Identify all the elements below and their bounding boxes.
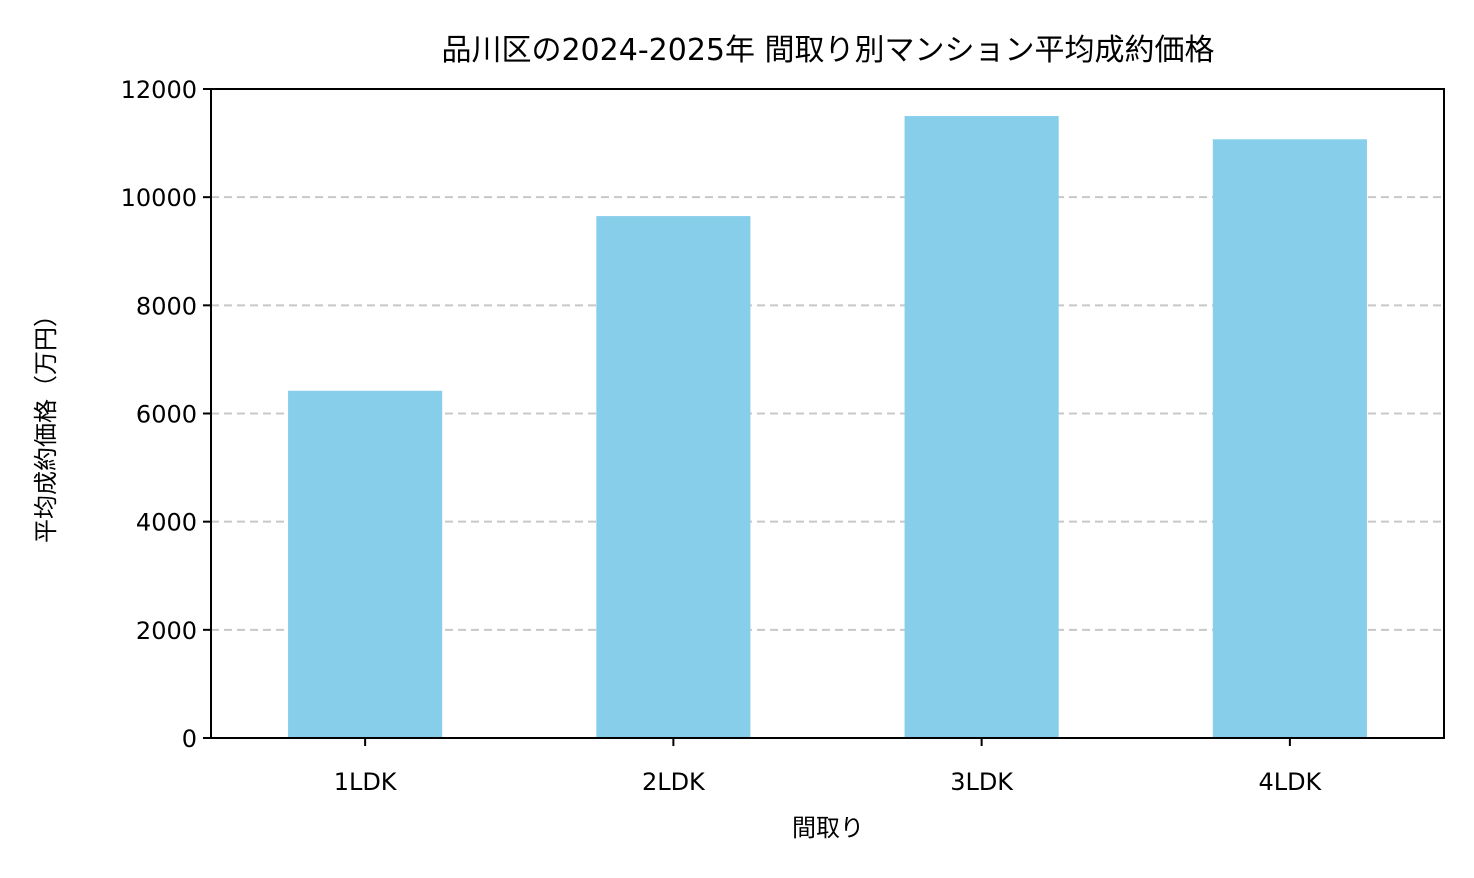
y-tick-label: 10000 <box>121 184 197 212</box>
x-axis: 1LDK 2LDK 3LDK 4LDK <box>334 738 1323 796</box>
y-tick-label: 6000 <box>136 401 197 429</box>
x-axis-label: 間取り <box>792 814 864 842</box>
bar-4LDK <box>1212 139 1367 739</box>
y-tick-label: 4000 <box>136 509 197 537</box>
y-tick-label: 0 <box>182 725 197 753</box>
y-tick-label: 12000 <box>121 76 197 104</box>
y-tick-label: 8000 <box>136 292 197 320</box>
bar-3LDK <box>904 116 1059 738</box>
y-axis-label: 平均成約価格（万円） <box>32 303 60 543</box>
x-tick-label: 1LDK <box>334 768 398 796</box>
bar-2LDK <box>596 216 751 739</box>
bars <box>288 116 1367 739</box>
y-axis: 0 2000 4000 6000 8000 10000 12000 <box>121 76 211 753</box>
x-tick-label: 4LDK <box>1258 768 1322 796</box>
x-tick-label: 3LDK <box>950 768 1014 796</box>
y-tick-label: 2000 <box>136 617 197 645</box>
x-tick-label: 2LDK <box>642 768 706 796</box>
chart-title: 品川区の2024-2025年 間取り別マンション平均成約価格 <box>441 33 1214 68</box>
bar-1LDK <box>288 390 443 738</box>
